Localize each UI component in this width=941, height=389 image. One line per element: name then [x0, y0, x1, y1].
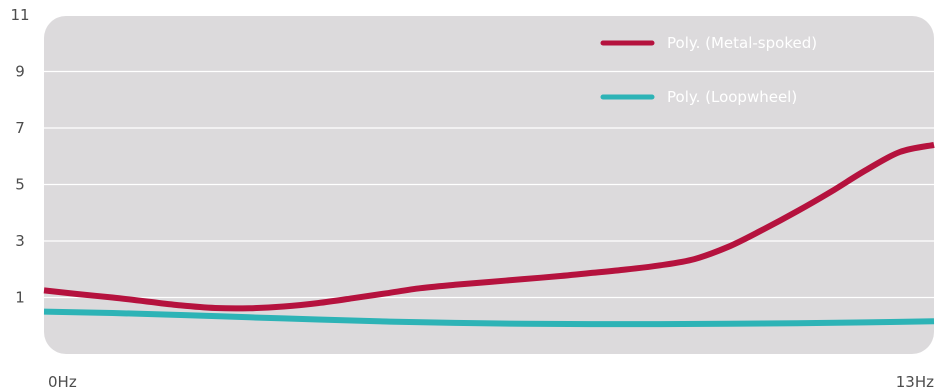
- series-line: [43, 141, 935, 312]
- x-tick-label: 13Hz: [896, 373, 934, 389]
- y-tick-label: 3: [15, 232, 25, 250]
- y-tick-label: 5: [15, 176, 25, 194]
- series-lines: [43, 141, 935, 328]
- series-line: [43, 308, 935, 328]
- y-tick-label: 9: [15, 63, 25, 81]
- y-axis-ticks: 1 3 5 7 9 11: [10, 6, 29, 307]
- grid-lines: [44, 70, 934, 299]
- y-tick-label: 11: [10, 6, 29, 24]
- y-tick-label: 1: [15, 289, 25, 307]
- legend-label: Poly. (Loopwheel): [667, 88, 797, 106]
- y-tick-label: 7: [15, 119, 25, 137]
- legend-label: Poly. (Metal-spoked): [667, 34, 817, 52]
- x-axis-ticks: 0Hz 13Hz: [48, 373, 934, 389]
- legend: Poly. (Metal-spoked) Poly. (Loopwheel): [600, 34, 817, 106]
- x-tick-label: 0Hz: [48, 373, 77, 389]
